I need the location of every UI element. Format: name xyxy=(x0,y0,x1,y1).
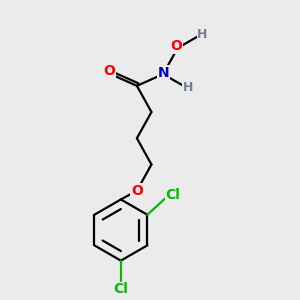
Text: H: H xyxy=(183,81,193,94)
Text: H: H xyxy=(197,28,208,41)
Text: O: O xyxy=(103,64,115,78)
Text: Cl: Cl xyxy=(166,188,180,202)
Text: Cl: Cl xyxy=(113,282,128,296)
Text: O: O xyxy=(131,184,143,198)
Text: O: O xyxy=(170,40,182,53)
Text: N: N xyxy=(157,66,169,80)
